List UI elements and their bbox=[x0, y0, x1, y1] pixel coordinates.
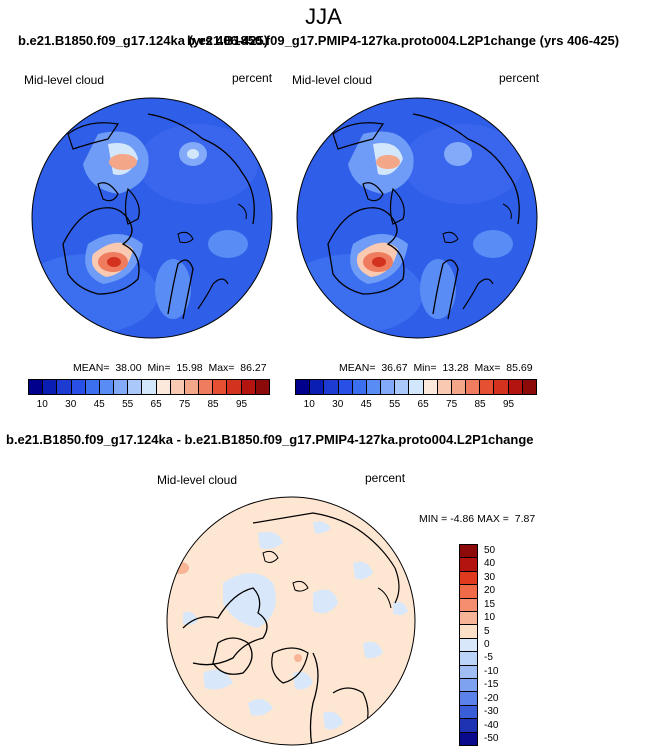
colorbar-swatch bbox=[142, 380, 157, 394]
season-title: JJA bbox=[305, 4, 342, 29]
colorbar-swatch bbox=[460, 692, 477, 706]
diff-variable-label: Mid-level cloud bbox=[157, 473, 238, 487]
colorbar-tick-label: -50 bbox=[484, 733, 499, 745]
colorbar-swatch bbox=[227, 380, 242, 394]
colorbar-tick-label: 45 bbox=[360, 399, 372, 410]
right-variable-label: Mid-level cloud bbox=[292, 73, 373, 87]
colorbar-swatch bbox=[296, 380, 311, 394]
colorbar-swatch bbox=[71, 380, 86, 394]
colorbar-tick-label: 10 bbox=[484, 612, 496, 624]
colorbar-tick-label: -5 bbox=[484, 652, 493, 664]
colorbar-swatch bbox=[460, 571, 477, 586]
colorbar-tick-label: 40 bbox=[484, 558, 496, 570]
colorbar-swatch bbox=[508, 380, 523, 394]
colorbar-swatch bbox=[324, 380, 339, 394]
colorbar-swatch bbox=[522, 380, 536, 394]
colorbar-swatch bbox=[114, 380, 129, 394]
run-title-right: b.e21.B1850.f09_g17.PMIP4-127ka.proto004… bbox=[187, 33, 620, 48]
left-variable-label: Mid-level cloud bbox=[24, 73, 105, 87]
colorbar-swatch bbox=[409, 380, 424, 394]
colorbar-swatch bbox=[466, 380, 481, 394]
colorbar-tick-label: 75 bbox=[446, 399, 458, 410]
left-units-label: percent bbox=[232, 71, 273, 85]
diff-units-label: percent bbox=[365, 471, 406, 485]
colorbar-swatch bbox=[494, 380, 509, 394]
colorbar-swatch bbox=[255, 380, 269, 394]
colorbar-swatch bbox=[241, 380, 256, 394]
colorbar-tick-label: -40 bbox=[484, 719, 499, 731]
colorbar-swatch bbox=[460, 679, 477, 693]
colorbar-swatch bbox=[381, 380, 396, 394]
colorbar-swatch bbox=[423, 380, 438, 394]
colorbar-swatch bbox=[460, 732, 477, 746]
left-colorbar bbox=[28, 379, 270, 395]
colorbar-swatch bbox=[85, 380, 100, 394]
colorbar-swatch bbox=[128, 380, 143, 394]
colorbar-swatch bbox=[460, 558, 477, 572]
colorbar-tick-label: 55 bbox=[389, 399, 401, 410]
colorbar-tick-label: -30 bbox=[484, 706, 499, 718]
colorbar-tick-label: 10 bbox=[36, 399, 48, 410]
colorbar-swatch bbox=[156, 380, 171, 394]
colorbar-tick-label: -15 bbox=[484, 679, 499, 691]
colorbar-tick-label: -20 bbox=[484, 692, 499, 704]
colorbar-tick-label: 65 bbox=[150, 399, 162, 410]
colorbar-swatch bbox=[199, 380, 214, 394]
colorbar-swatch bbox=[437, 380, 452, 394]
colorbar-tick-label: -10 bbox=[484, 665, 499, 677]
colorbar-tick-label: 30 bbox=[65, 399, 77, 410]
colorbar-swatch bbox=[43, 380, 58, 394]
right-polar-map bbox=[296, 97, 538, 339]
colorbar-swatch bbox=[213, 380, 228, 394]
colorbar-swatch bbox=[460, 705, 477, 720]
colorbar-swatch bbox=[310, 380, 325, 394]
diff-min-max: MIN = -4.86 MAX = 7.87 bbox=[419, 513, 536, 525]
colorbar-swatch bbox=[29, 380, 44, 394]
colorbar-tick-label: 15 bbox=[484, 598, 496, 610]
colorbar-tick-label: 75 bbox=[179, 399, 191, 410]
right-colorbar bbox=[295, 379, 537, 395]
left-stats: MEAN= 38.00 Min= 15.98 Max= 86.27 bbox=[73, 362, 267, 374]
colorbar-swatch bbox=[395, 380, 410, 394]
colorbar-tick-label: 65 bbox=[417, 399, 429, 410]
colorbar-swatch bbox=[460, 638, 477, 653]
difference-title: b.e21.B1850.f09_g17.124ka - b.e21.B1850.… bbox=[6, 432, 534, 447]
colorbar-tick-label: 30 bbox=[484, 571, 496, 583]
colorbar-swatch bbox=[460, 612, 477, 626]
colorbar-tick-label: 95 bbox=[502, 399, 515, 410]
colorbar-swatch bbox=[99, 380, 115, 394]
colorbar-swatch bbox=[170, 380, 185, 394]
colorbar-tick-label: 5 bbox=[484, 625, 490, 637]
colorbar-swatch bbox=[460, 598, 477, 613]
run-title-left: b.e21.B1850.f09_g17.124ka (yrs 406-425) bbox=[18, 33, 269, 48]
colorbar-tick-label: 20 bbox=[484, 585, 496, 597]
colorbar-swatch bbox=[460, 719, 477, 733]
colorbar-tick-label: 85 bbox=[207, 399, 219, 410]
colorbar-swatch bbox=[352, 380, 367, 394]
colorbar-tick-label: 30 bbox=[332, 399, 344, 410]
difference-polar-map bbox=[166, 496, 416, 746]
colorbar-swatch bbox=[366, 380, 382, 394]
colorbar-tick-label: 50 bbox=[484, 544, 496, 556]
colorbar-tick-label: 95 bbox=[235, 399, 248, 410]
colorbar-tick-label: 55 bbox=[122, 399, 134, 410]
left-polar-map bbox=[31, 97, 273, 339]
colorbar-swatch bbox=[460, 652, 477, 666]
colorbar-swatch bbox=[480, 380, 495, 394]
colorbar-swatch bbox=[460, 625, 477, 639]
right-stats: MEAN= 36.67 Min= 13.28 Max= 85.69 bbox=[339, 362, 533, 374]
right-units-label: percent bbox=[499, 71, 540, 85]
colorbar-swatch bbox=[338, 380, 353, 394]
colorbar-swatch bbox=[460, 545, 477, 559]
colorbar-tick-label: 0 bbox=[484, 639, 490, 650]
colorbar-swatch bbox=[451, 380, 467, 394]
diff-colorbar bbox=[459, 544, 478, 746]
colorbar-swatch bbox=[460, 665, 477, 680]
colorbar-tick-label: 10 bbox=[303, 399, 315, 410]
colorbar-swatch bbox=[184, 380, 200, 394]
colorbar-swatch bbox=[460, 585, 477, 599]
colorbar-tick-label: 85 bbox=[474, 399, 486, 410]
colorbar-tick-label: 45 bbox=[93, 399, 105, 410]
colorbar-swatch bbox=[57, 380, 72, 394]
